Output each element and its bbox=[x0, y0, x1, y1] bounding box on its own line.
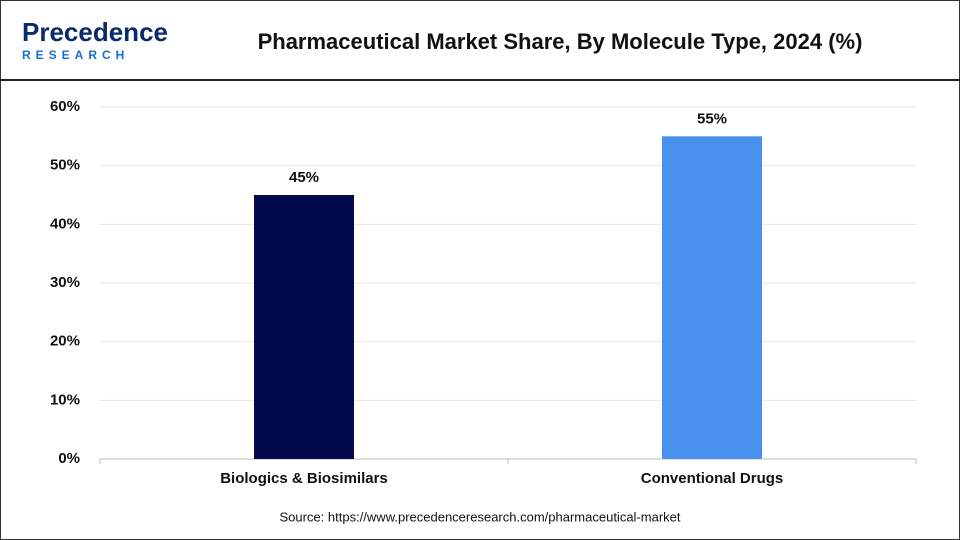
data-label: 55% bbox=[697, 110, 727, 127]
source: Source: https://www.precedenceresearch.c… bbox=[279, 509, 680, 524]
bar bbox=[662, 136, 762, 460]
y-tick-label: 10% bbox=[50, 391, 80, 408]
brand-tagline: RESEARCH bbox=[22, 48, 129, 62]
x-tick-label: Conventional Drugs bbox=[641, 470, 784, 487]
data-label: 45% bbox=[289, 169, 319, 186]
y-tick-label: 20% bbox=[50, 333, 80, 350]
y-tick-label: 60% bbox=[50, 98, 80, 115]
y-tick-label: 50% bbox=[50, 157, 80, 174]
chart-title: Pharmaceutical Market Share, By Molecule… bbox=[258, 29, 863, 54]
bar bbox=[254, 195, 354, 459]
brand-name: Precedence bbox=[22, 17, 168, 47]
y-tick-label: 30% bbox=[50, 274, 80, 291]
y-tick-label: 0% bbox=[58, 450, 80, 467]
x-tick-label: Biologics & Biosimilars bbox=[220, 470, 388, 487]
y-tick-label: 40% bbox=[50, 215, 80, 232]
